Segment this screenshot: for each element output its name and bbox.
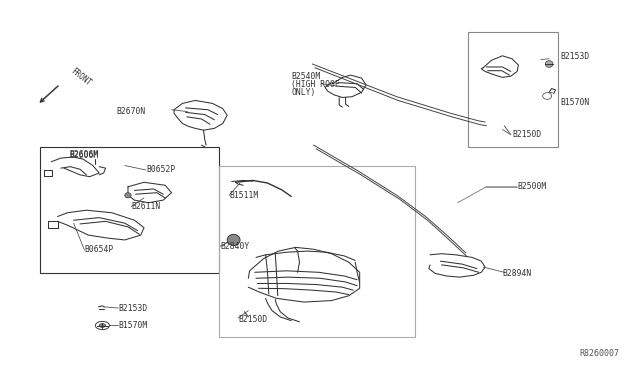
Text: B2153D: B2153D [118, 304, 148, 312]
Text: B2540M: B2540M [291, 72, 321, 81]
Text: B1570M: B1570M [118, 321, 148, 330]
Ellipse shape [545, 61, 553, 67]
Text: B2606M: B2606M [69, 150, 99, 159]
Text: B2150D: B2150D [238, 315, 268, 324]
Text: B1570N: B1570N [560, 98, 589, 107]
Text: B2500M: B2500M [517, 182, 547, 191]
Text: B0652P: B0652P [146, 165, 175, 174]
Text: B0654P: B0654P [84, 246, 114, 254]
Text: R8260007: R8260007 [580, 349, 620, 358]
Text: (HIGH ROOF: (HIGH ROOF [291, 80, 340, 89]
Text: B2150D: B2150D [512, 130, 541, 139]
Ellipse shape [227, 234, 240, 246]
Text: B2606M: B2606M [69, 151, 99, 160]
Text: B2894N: B2894N [502, 269, 532, 278]
Text: FRONT: FRONT [69, 66, 93, 88]
Bar [219, 166, 415, 337]
Text: B2670N: B2670N [116, 107, 146, 116]
Ellipse shape [125, 193, 131, 198]
Ellipse shape [99, 324, 106, 327]
Text: B2840Y: B2840Y [220, 242, 250, 251]
Bar [468, 32, 558, 147]
Text: B2153D: B2153D [560, 52, 589, 61]
Text: B1511M: B1511M [229, 191, 259, 200]
Text: B2611N: B2611N [131, 202, 161, 211]
Text: ONLY): ONLY) [291, 88, 316, 97]
Bar [40, 147, 219, 273]
